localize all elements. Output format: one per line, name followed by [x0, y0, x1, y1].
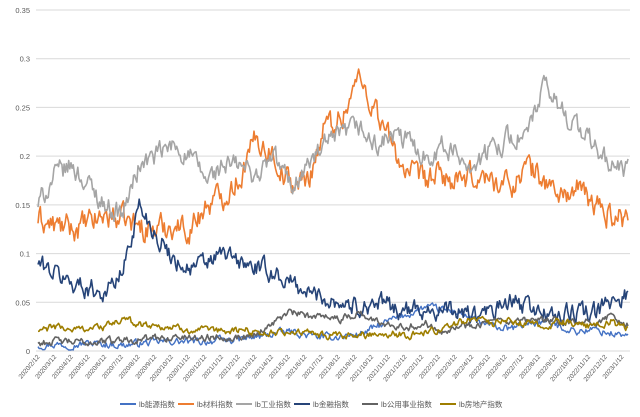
x-axis-tick-labels: 2020/2/122020/3/122020/4/122020/5/122020…: [18, 353, 626, 383]
legend-label: lb材料指数: [197, 399, 233, 409]
y-tick-label: 0.25: [15, 103, 30, 112]
y-axis-tick-labels: 0 0.05 0.1 0.15 0.2 0.25 0.3 0.35: [15, 6, 30, 356]
legend-label: lb公用事业指数: [381, 399, 432, 409]
y-tick-label: 0.3: [20, 55, 30, 64]
y-tick-label: 0.15: [15, 201, 30, 210]
legend-label: lb工业指数: [255, 399, 291, 409]
y-tick-label: 0.1: [20, 250, 30, 259]
series-line-5: [37, 315, 629, 341]
legend-label: lb金融指数: [313, 399, 349, 409]
y-tick-label: 0: [26, 347, 30, 356]
series-lines: [37, 68, 629, 351]
series-line-3: [37, 198, 629, 327]
gridlines: [36, 9, 630, 352]
y-tick-label: 0.2: [20, 152, 30, 161]
y-tick-label: 0.05: [15, 298, 30, 307]
series-line-2: [37, 74, 629, 222]
legend-label: lb能源指数: [139, 399, 175, 409]
legend-label: lb房地产指数: [459, 399, 503, 409]
y-tick-label: 0.35: [15, 6, 30, 15]
series-line-1: [37, 68, 629, 245]
legend: lb能源指数 lb材料指数 lb工业指数 lb金融指数 lb公用事业指数 lb房地产指数: [120, 399, 503, 409]
